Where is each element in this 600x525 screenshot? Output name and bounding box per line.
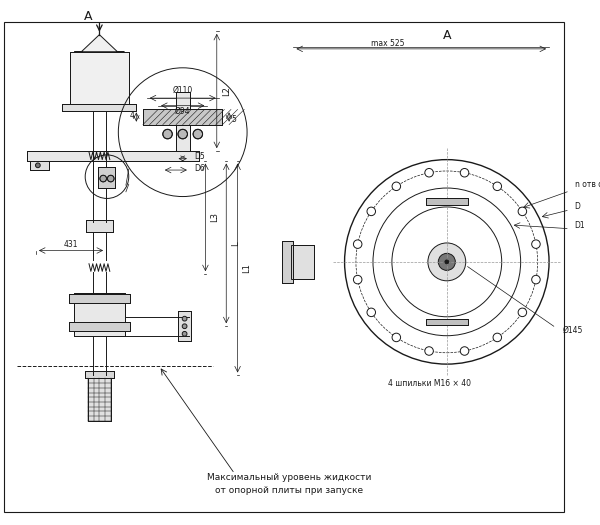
Circle shape <box>107 175 114 182</box>
Circle shape <box>392 333 401 342</box>
Text: L2: L2 <box>223 86 232 96</box>
Circle shape <box>35 163 40 167</box>
Circle shape <box>178 129 187 139</box>
Text: 431: 431 <box>64 240 78 249</box>
Bar <box>69 322 130 331</box>
Text: D: D <box>575 203 580 212</box>
Bar <box>86 220 113 232</box>
Bar <box>143 109 223 124</box>
Text: 4 шпильки M16 × 40: 4 шпильки M16 × 40 <box>388 379 471 387</box>
Circle shape <box>193 129 203 139</box>
Bar <box>426 198 467 205</box>
Circle shape <box>425 346 433 355</box>
Bar <box>85 371 113 379</box>
Circle shape <box>532 240 540 248</box>
Text: 4: 4 <box>129 111 134 120</box>
Circle shape <box>182 316 187 321</box>
Bar <box>74 293 125 335</box>
Bar <box>176 124 190 151</box>
Bar <box>143 109 223 124</box>
Text: 5: 5 <box>232 116 236 124</box>
Text: n отв d: n отв d <box>575 180 600 189</box>
Text: L3: L3 <box>210 213 219 223</box>
Bar <box>290 245 314 279</box>
Bar <box>426 319 467 326</box>
Circle shape <box>163 129 172 139</box>
Bar <box>176 124 190 151</box>
Circle shape <box>182 324 187 329</box>
Bar <box>30 161 49 170</box>
Bar <box>70 52 129 104</box>
Circle shape <box>367 308 376 317</box>
Circle shape <box>445 260 449 264</box>
Bar <box>282 241 293 282</box>
Circle shape <box>438 254 455 270</box>
Text: D6: D6 <box>194 164 205 173</box>
Bar <box>290 245 314 279</box>
Bar <box>69 294 130 302</box>
Circle shape <box>518 308 527 317</box>
Circle shape <box>425 169 433 177</box>
Circle shape <box>493 182 502 191</box>
Bar <box>282 241 293 282</box>
Text: A: A <box>84 10 93 23</box>
Text: L: L <box>231 241 240 246</box>
Bar <box>426 198 467 205</box>
Text: D1: D1 <box>575 222 585 230</box>
Circle shape <box>367 207 376 216</box>
Circle shape <box>518 207 527 216</box>
Text: Ø110: Ø110 <box>173 86 193 95</box>
Bar <box>88 379 111 421</box>
Bar <box>74 293 125 335</box>
Bar <box>26 151 199 161</box>
Text: Ø145: Ø145 <box>562 326 583 334</box>
Bar <box>176 92 190 109</box>
Circle shape <box>428 243 466 281</box>
Circle shape <box>460 169 469 177</box>
Bar <box>98 167 115 188</box>
Circle shape <box>460 346 469 355</box>
Circle shape <box>353 240 362 248</box>
Text: L1: L1 <box>242 263 251 273</box>
Text: max 525: max 525 <box>371 39 405 48</box>
Text: A: A <box>443 29 451 42</box>
Text: Максимальный уровень жидкости: Максимальный уровень жидкости <box>206 473 371 482</box>
Text: D5: D5 <box>194 152 205 161</box>
Bar <box>30 161 49 170</box>
Bar <box>85 371 113 379</box>
Circle shape <box>100 175 106 182</box>
Bar <box>176 92 190 109</box>
Circle shape <box>353 275 362 284</box>
Bar <box>70 52 129 104</box>
Circle shape <box>182 331 187 336</box>
Bar <box>178 311 191 341</box>
Bar <box>62 104 136 111</box>
Bar <box>98 167 115 188</box>
Polygon shape <box>75 35 124 52</box>
Bar <box>86 220 113 232</box>
Circle shape <box>493 333 502 342</box>
Bar <box>88 379 111 421</box>
Circle shape <box>392 182 401 191</box>
Text: Ø94: Ø94 <box>175 107 191 116</box>
Bar <box>426 319 467 326</box>
Circle shape <box>532 275 540 284</box>
Bar <box>178 311 191 341</box>
Bar <box>69 322 130 331</box>
Bar <box>26 151 199 161</box>
Bar <box>69 294 130 302</box>
Bar <box>62 104 136 111</box>
Text: от опорной плиты при запуске: от опорной плиты при запуске <box>215 487 363 496</box>
